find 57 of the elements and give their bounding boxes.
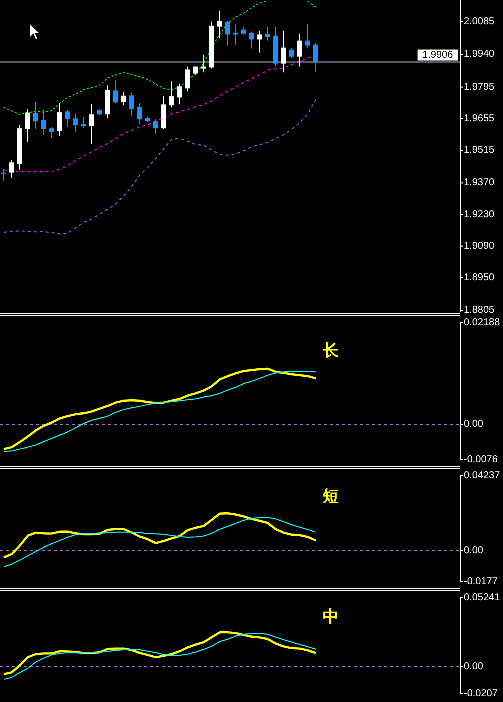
y-tick-label: 1.9090 xyxy=(464,240,496,252)
y-tick-label: 1.9940 xyxy=(464,49,496,60)
candlestick xyxy=(82,116,86,130)
y-tick-label: 0.00 xyxy=(464,419,484,430)
candlestick xyxy=(282,30,286,74)
candlestick xyxy=(58,103,62,137)
y-tick-label: 0.00 xyxy=(464,661,484,672)
y-tick-label: 1.9370 xyxy=(464,178,496,189)
candlestick xyxy=(66,109,70,128)
candlestick xyxy=(298,33,302,68)
y-tick-label: 1.8950 xyxy=(464,272,496,284)
candlestick xyxy=(114,80,118,104)
line-series xyxy=(4,517,316,568)
candlestick xyxy=(138,103,142,126)
y-tick-label: 1.9655 xyxy=(464,113,496,124)
candlestick xyxy=(306,23,310,48)
candlestick xyxy=(50,126,54,140)
ref-line-label: 1.9906 xyxy=(422,50,454,61)
candlestick xyxy=(130,92,134,118)
candlestick xyxy=(250,31,254,50)
y-tick-label: -0.0177 xyxy=(464,576,498,588)
y-tick-label: -0.0207 xyxy=(464,688,498,700)
candlestick xyxy=(290,48,294,60)
candlestick xyxy=(90,104,94,145)
y-tick-label: 1.9795 xyxy=(464,82,496,93)
candlestick xyxy=(42,110,46,136)
y-tick-label: 0.00 xyxy=(464,545,484,556)
line-series xyxy=(4,99,316,235)
candlestick xyxy=(202,54,206,74)
candlestick xyxy=(26,109,30,143)
candlestick xyxy=(258,30,262,54)
text: 短 xyxy=(322,486,340,506)
y-tick-label: 1.9230 xyxy=(464,209,496,220)
candlestick xyxy=(178,83,182,106)
candlestick xyxy=(226,20,230,46)
candlestick xyxy=(122,92,126,106)
candlestick xyxy=(74,114,78,133)
y-tick-label: 0.05241 xyxy=(464,592,501,604)
candlestick xyxy=(314,42,318,72)
candlestick xyxy=(266,26,270,42)
candlestick xyxy=(218,10,222,40)
candlestick xyxy=(186,66,190,92)
y-tick-label: 2.0085 xyxy=(464,16,496,28)
candlestick xyxy=(2,168,6,182)
candlestick xyxy=(10,160,14,179)
line-series xyxy=(2,512,318,559)
text: 长 xyxy=(322,340,340,360)
y-tick-label: -0.0076 xyxy=(464,454,498,466)
candlestick xyxy=(162,96,166,130)
candlestick xyxy=(34,102,38,130)
candlestick xyxy=(154,119,158,135)
y-tick-label: 0.02188 xyxy=(464,318,501,328)
text: 中 xyxy=(323,606,340,626)
y-tick-label: 1.9515 xyxy=(464,144,496,156)
y-tick-label: 0.04237 xyxy=(464,470,501,482)
y-tick-label: 1.8805 xyxy=(464,305,496,316)
candlestick xyxy=(170,81,174,108)
